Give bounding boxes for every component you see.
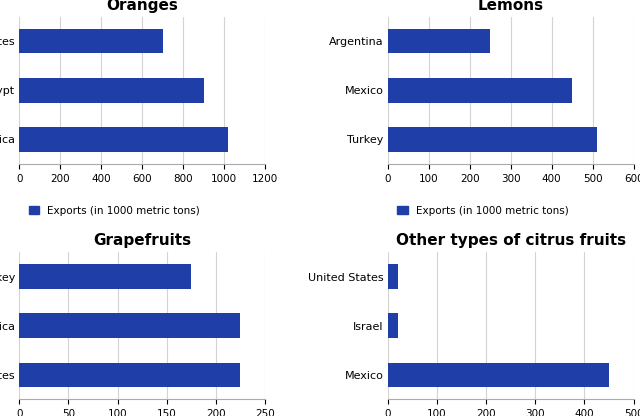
Title: Oranges: Oranges: [106, 0, 178, 13]
Bar: [388, 363, 609, 387]
Bar: [19, 265, 191, 289]
Bar: [19, 78, 204, 102]
Bar: [388, 29, 490, 53]
Bar: [388, 78, 572, 102]
Bar: [388, 265, 397, 289]
Legend: Exports (in 1000 metric tons): Exports (in 1000 metric tons): [393, 201, 573, 220]
Bar: [388, 127, 596, 151]
Bar: [19, 363, 241, 387]
Title: Other types of citrus fruits: Other types of citrus fruits: [396, 233, 626, 248]
Legend: Exports (in 1000 metric tons): Exports (in 1000 metric tons): [24, 201, 204, 220]
Title: Lemons: Lemons: [477, 0, 544, 13]
Bar: [19, 127, 228, 151]
Bar: [19, 29, 163, 53]
Title: Grapefruits: Grapefruits: [93, 233, 191, 248]
Bar: [19, 314, 241, 338]
Bar: [388, 314, 397, 338]
